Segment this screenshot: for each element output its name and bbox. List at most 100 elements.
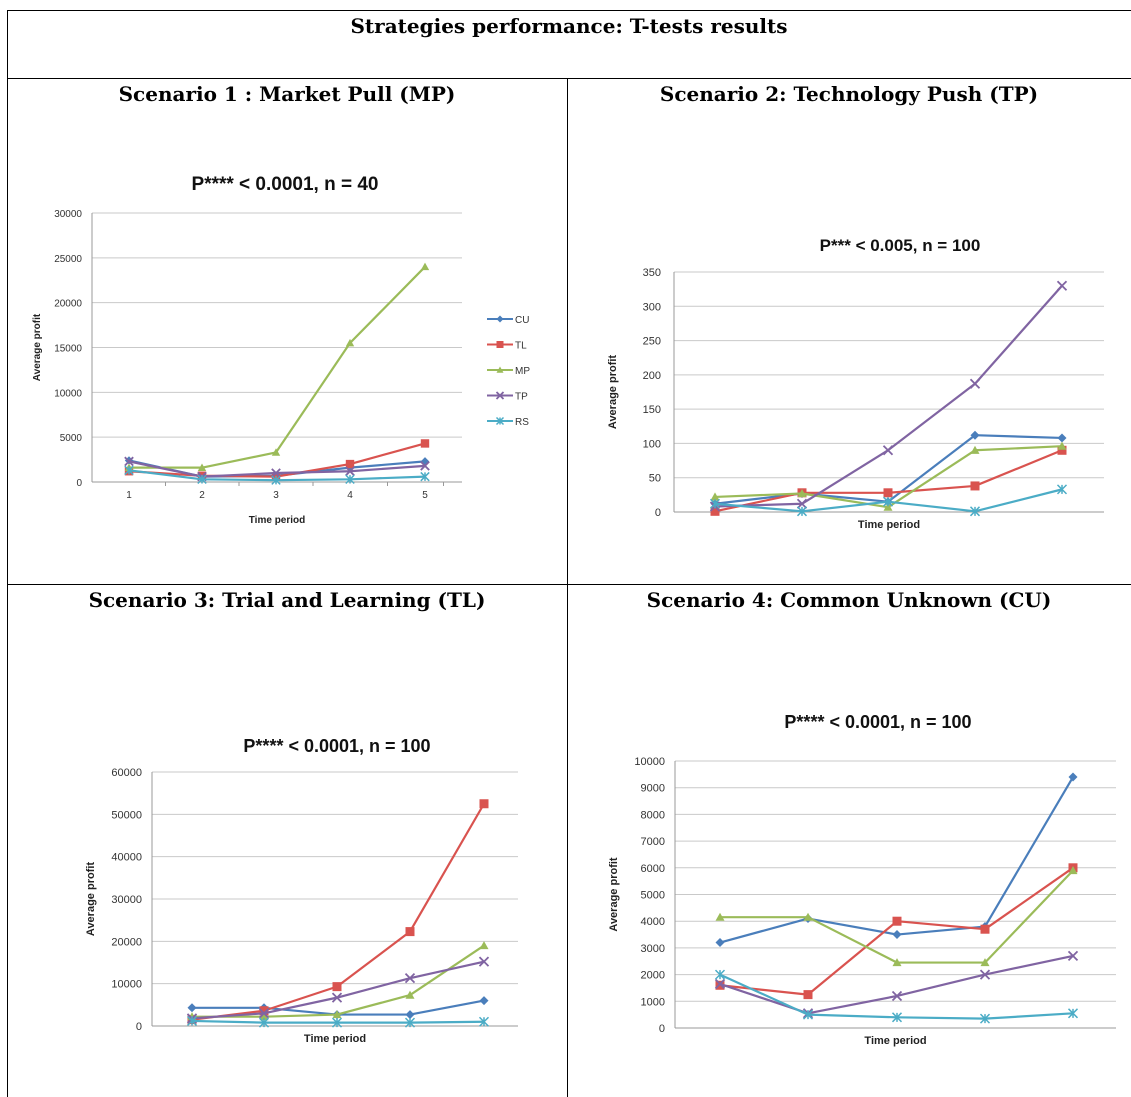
y-tick-label: 5000 xyxy=(60,433,83,444)
data-point-tp xyxy=(979,969,991,980)
data-point-tp xyxy=(331,992,343,1003)
y-tick-label: 60000 xyxy=(111,767,142,779)
data-point-cu xyxy=(1057,433,1067,443)
divider-vertical xyxy=(567,78,568,1097)
y-tick-label: 15000 xyxy=(54,344,82,355)
series-line-tp xyxy=(714,284,1063,508)
data-point-mp xyxy=(479,941,489,950)
legend-label-tp: TP xyxy=(515,392,528,403)
x-tick-label: 3 xyxy=(273,490,279,501)
data-point-rs xyxy=(802,1009,814,1020)
data-point-rs xyxy=(796,506,808,517)
chart-title: P*** < 0.005, n = 100 xyxy=(820,236,981,255)
data-point-rs xyxy=(478,1016,490,1027)
y-axis-label: Average profit xyxy=(607,355,619,430)
data-point-tl xyxy=(405,927,415,937)
y-tick-label: 300 xyxy=(643,301,661,313)
y-tick-label: 50 xyxy=(649,473,661,485)
data-point-rs xyxy=(1067,1008,1079,1019)
data-point-tl xyxy=(892,916,902,926)
chart-title: P**** < 0.0001, n = 40 xyxy=(192,174,379,195)
data-point-mp xyxy=(803,912,813,921)
y-tick-label: 250 xyxy=(643,336,661,348)
data-point-tl xyxy=(259,1006,269,1016)
data-point-cu xyxy=(1068,772,1078,782)
x-axis-label: Time period xyxy=(858,519,920,531)
y-tick-label: 10000 xyxy=(634,756,665,768)
data-point-tp xyxy=(969,378,981,389)
legend-label-cu: CU xyxy=(515,315,529,326)
y-tick-label: 9000 xyxy=(641,783,665,795)
data-point-tl xyxy=(345,459,355,469)
x-tick-label: 2 xyxy=(199,490,205,501)
data-point-mp xyxy=(420,262,430,271)
data-point-cu xyxy=(715,938,725,948)
data-point-tp xyxy=(714,978,726,990)
data-point-mp xyxy=(883,502,893,511)
data-point-rs xyxy=(891,1012,903,1023)
data-point-cu xyxy=(970,430,980,440)
data-point-tp xyxy=(478,956,490,967)
data-point-tp xyxy=(258,1008,270,1019)
y-tick-label: 0 xyxy=(659,1023,665,1035)
y-tick-label: 10000 xyxy=(54,388,82,399)
legend-marker-mp xyxy=(496,366,504,373)
data-point-mp xyxy=(892,958,902,967)
y-axis-label: Average profit xyxy=(32,313,43,381)
data-point-rs xyxy=(709,498,721,509)
y-tick-label: 50000 xyxy=(111,809,142,821)
data-point-tl xyxy=(420,439,430,448)
data-point-tp xyxy=(1067,950,1079,962)
y-tick-label: 3000 xyxy=(641,943,665,955)
panel-title-scenario-2: Scenario 2: Technology Push (TP) xyxy=(659,82,1039,106)
y-tick-label: 150 xyxy=(643,404,661,416)
panel-title-scenario-3: Scenario 3: Trial and Learning (TL) xyxy=(88,588,486,612)
data-point-rs xyxy=(882,496,894,507)
y-tick-label: 1000 xyxy=(641,996,665,1008)
table-title: Strategies performance: T-tests results xyxy=(350,14,788,38)
legend-marker-rs xyxy=(495,416,505,426)
y-tick-label: 20000 xyxy=(54,299,82,310)
y-tick-label: 100 xyxy=(643,438,661,450)
data-point-mp xyxy=(797,488,807,498)
y-tick-label: 5000 xyxy=(641,890,665,902)
series-line-mp xyxy=(192,944,485,1018)
data-point-tp xyxy=(271,468,281,478)
data-point-rs xyxy=(345,474,355,485)
legend-marker-cu xyxy=(496,315,504,323)
data-point-mp xyxy=(970,445,980,454)
data-point-rs xyxy=(186,1015,198,1026)
data-point-tp xyxy=(796,498,808,509)
y-tick-label: 30000 xyxy=(54,209,82,220)
data-point-tp xyxy=(1056,280,1068,291)
y-tick-label: 30000 xyxy=(111,894,142,906)
y-tick-label: 20000 xyxy=(111,936,142,948)
data-point-tl xyxy=(803,990,813,1000)
data-point-mp xyxy=(259,1012,269,1021)
data-point-tp xyxy=(882,445,894,456)
y-axis-label: Average profit xyxy=(608,857,620,932)
y-axis-label: Average profit xyxy=(85,862,97,937)
data-point-tp xyxy=(891,990,903,1002)
legend-marker-tl xyxy=(496,341,504,348)
series-line-mp xyxy=(720,869,1074,964)
chart-title: P**** < 0.0001, n = 100 xyxy=(784,712,971,732)
data-point-rs xyxy=(1056,484,1068,495)
results-table xyxy=(7,10,1131,1097)
data-point-rs xyxy=(258,1017,270,1028)
data-point-cu xyxy=(405,1010,415,1020)
data-point-rs xyxy=(271,475,281,485)
y-tick-label: 0 xyxy=(76,478,82,489)
y-tick-label: 200 xyxy=(643,370,661,382)
y-tick-label: 0 xyxy=(655,507,661,519)
data-point-rs xyxy=(197,474,207,485)
divider-middle xyxy=(7,584,1131,585)
data-point-tp xyxy=(124,456,134,467)
legend-label-mp: MP xyxy=(515,366,530,377)
y-tick-label: 6000 xyxy=(641,863,665,875)
data-point-mp xyxy=(271,448,281,456)
panel-title-scenario-1: Scenario 1 : Market Pull (MP) xyxy=(118,82,456,106)
x-axis-label: Time period xyxy=(304,1033,366,1045)
x-tick-label: 1 xyxy=(126,490,132,501)
data-point-mp xyxy=(405,990,415,999)
